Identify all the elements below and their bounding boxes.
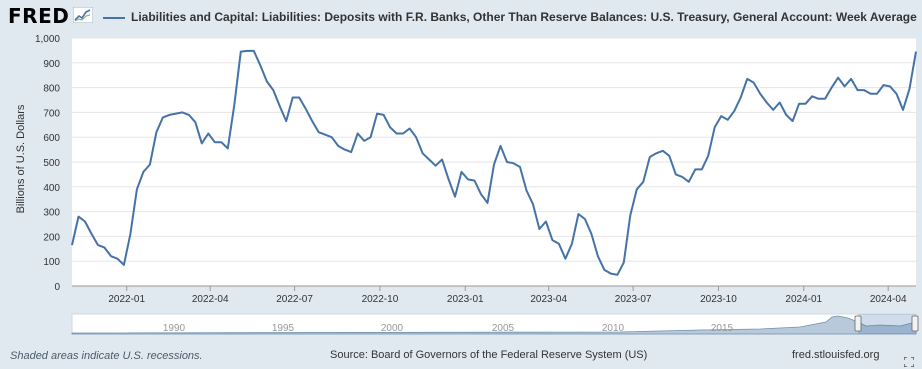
y-tick-label: 500 xyxy=(43,158,60,169)
range-navigator: 1990 1995 2000 2005 2010 2015 xyxy=(71,313,919,335)
navigator-tick-1995: 1995 xyxy=(272,323,295,334)
y-tick-label: 100 xyxy=(43,257,60,268)
fred-logo[interactable]: FRED xyxy=(8,4,70,28)
chart-footer: Shaded areas indicate U.S. recessions. S… xyxy=(0,348,922,369)
chart-header: FRED Liabilities and Capital: Liabilitie… xyxy=(0,0,922,34)
y-tick-label: 300 xyxy=(43,208,60,219)
recession-note: Shaded areas indicate U.S. recessions. xyxy=(10,350,203,362)
x-tick-label: 2022-01 xyxy=(108,294,145,305)
navigator-tick-2010: 2010 xyxy=(602,323,625,334)
legend-series-swatch xyxy=(103,17,125,19)
y-tick-label: 800 xyxy=(43,84,60,95)
x-tick-label: 2022-04 xyxy=(192,294,229,305)
x-tick-label: 2022-10 xyxy=(362,294,399,305)
navigator-right-handle xyxy=(911,315,919,332)
y-tick-label: 200 xyxy=(43,232,60,243)
navigator-tick-2005: 2005 xyxy=(492,323,515,334)
y-tick-label: 900 xyxy=(43,59,60,70)
source-note: Source: Board of Governors of the Federa… xyxy=(330,349,648,361)
site-link[interactable]: fred.stlouisfed.org xyxy=(792,349,880,361)
x-tick-label: 2023-01 xyxy=(447,294,484,305)
x-axis-ticks: 2022-01 2022-04 2022-07 2022-10 2023-01 2023-… xyxy=(72,285,916,305)
navigator-selected-range xyxy=(858,314,916,334)
x-tick-label: 2023-04 xyxy=(530,294,567,305)
navigator-tick-2015: 2015 xyxy=(711,323,734,334)
series-line xyxy=(71,49,917,276)
navigator-left-handle xyxy=(854,315,862,332)
y-tick-label: 0 xyxy=(54,282,60,293)
y-axis-ticks: 0 100 200 300 400 500 600 700 800 900 1,000 xyxy=(35,34,60,293)
fred-logo-graph-icon xyxy=(73,7,93,23)
navigator-tick-2000: 2000 xyxy=(381,323,404,334)
y-tick-label: 400 xyxy=(43,183,60,194)
y-tick-label: 700 xyxy=(43,108,60,119)
x-tick-label: 2022-07 xyxy=(276,294,313,305)
y-tick-label: 1,000 xyxy=(35,34,60,45)
x-tick-label: 2024-01 xyxy=(785,294,822,305)
x-tick-label: 2023-07 xyxy=(615,294,652,305)
x-tick-label: 2023-10 xyxy=(700,294,737,305)
chart-title: Liabilities and Capital: Liabilities: De… xyxy=(131,10,917,24)
expand-icon[interactable] xyxy=(904,357,914,367)
y-tick-label: 600 xyxy=(43,133,60,144)
navigator-tick-1990: 1990 xyxy=(163,323,186,334)
line-chart[interactable]: 0 100 200 300 400 500 600 700 800 900 1,000 2022-0… xyxy=(0,0,922,348)
x-tick-label: 2024-04 xyxy=(870,294,907,305)
